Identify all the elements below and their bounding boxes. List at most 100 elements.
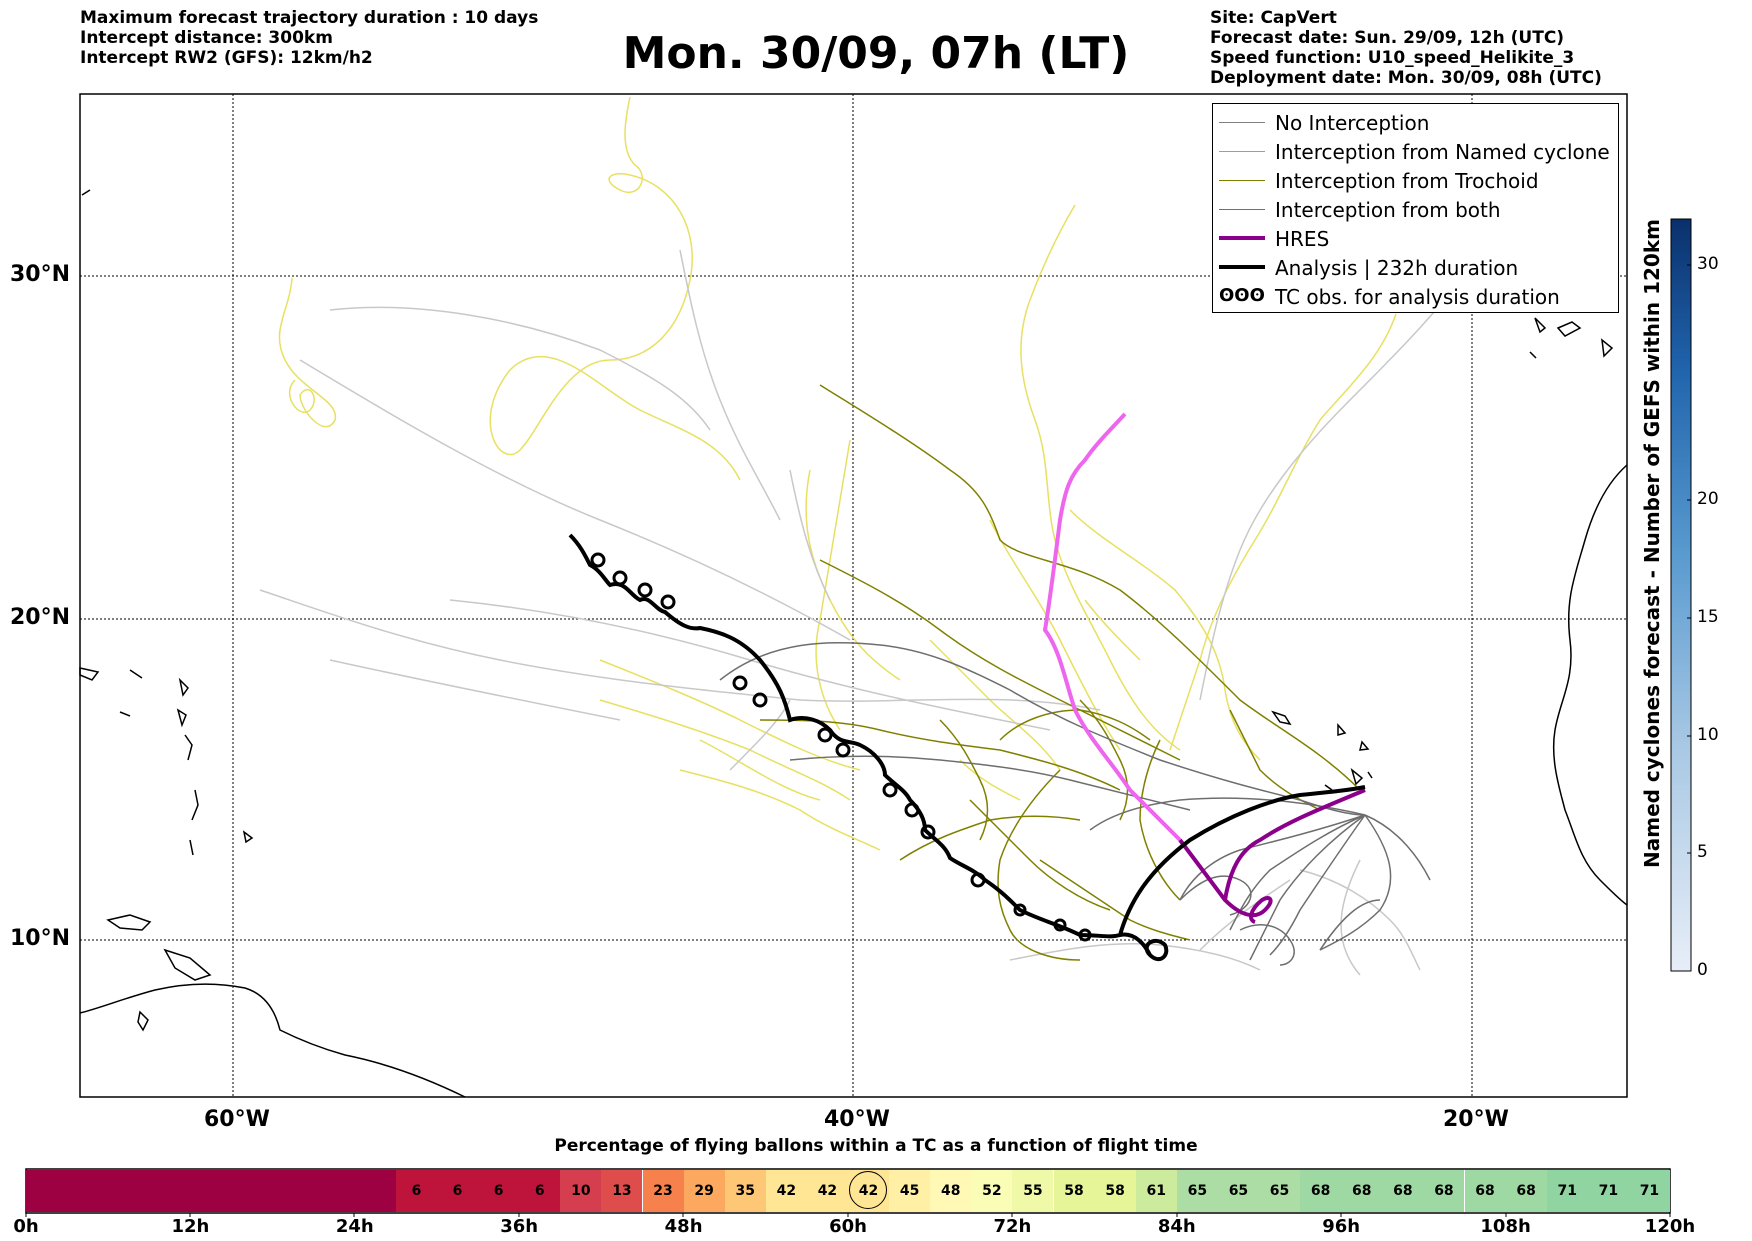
max-duration-text: Maximum forecast trajectory duration : 1… (80, 8, 539, 28)
legend-label: HRES (1275, 227, 1330, 251)
legend-label: TC obs. for analysis duration (1275, 285, 1560, 309)
time-bar-segment: 71 (1628, 1170, 1670, 1212)
time-bar-hour-label: 24h (335, 1216, 374, 1237)
caribbean-island (106, 914, 152, 931)
legend-label: Interception from both (1275, 198, 1501, 222)
legend-item-tc-obs: ʘʘʘ TC obs. for analysis duration (1213, 283, 1618, 311)
colorbar-title: Named cyclones forecast - Number of GEFS… (1640, 219, 1664, 868)
colorbar-tick-label: 0 (1697, 960, 1708, 980)
hres-track (1178, 788, 1366, 924)
time-bar-segment: 65 (1176, 1170, 1218, 1212)
time-bar-segment: 6 (519, 1170, 561, 1212)
time-bar-segment: 61 (1135, 1170, 1177, 1212)
time-bar-hour-label: 72h (993, 1216, 1032, 1237)
header-left: Maximum forecast trajectory duration : 1… (80, 8, 538, 68)
legend-item-no-interception: No Interception (1213, 109, 1618, 137)
time-bar-segment: 58 (1053, 1170, 1095, 1212)
tc-loop-icon: ʘʘʘ (1219, 285, 1265, 306)
island (242, 830, 254, 844)
legend-item-analysis: Analysis | 232h duration (1213, 254, 1618, 282)
colorbar (1670, 218, 1692, 972)
legend-item-named-cyclone: Interception from Named cyclone (1213, 138, 1618, 166)
south-america-coast (79, 983, 466, 1098)
island (79, 667, 143, 717)
time-bar-segment: 48 (930, 1170, 972, 1212)
legend-item-hres: HRES (1213, 225, 1618, 253)
intercept-rw2-text: Intercept RW2 (GFS): 12km/h2 (80, 48, 373, 68)
legend-swatch (1219, 236, 1265, 240)
time-bar-segment: 68 (1382, 1170, 1424, 1212)
time-bar-segment: 42 (806, 1170, 848, 1212)
highlight-circle (848, 1171, 887, 1209)
deployment-date-text: Deployment date: Mon. 30/09, 08h (UTC) (1210, 68, 1602, 88)
time-bar-title: Percentage of flying ballons within a TC… (554, 1136, 1198, 1156)
time-bar-segment: 58 (1094, 1170, 1136, 1212)
time-bar-empty-segment (26, 1170, 396, 1212)
colorbar-tick-label: 30 (1697, 254, 1719, 274)
colorbar-tick-label: 20 (1697, 489, 1719, 509)
lesser-antilles (184, 734, 199, 856)
time-bar-segment: 29 (683, 1170, 725, 1212)
time-bar-segment: 6 (478, 1170, 520, 1212)
time-bar-segment: 13 (601, 1170, 643, 1212)
lat-label: 10°N (10, 926, 71, 951)
legend-swatch (1219, 265, 1265, 269)
ensemble-gray-members (259, 249, 1481, 976)
ensemble-no-interception-members (719, 642, 1431, 966)
time-bar-segment: 52 (971, 1170, 1013, 1212)
time-bar-segment: 68 (1300, 1170, 1342, 1212)
legend-item-both: Interception from both (1213, 196, 1618, 224)
analysis-track (568, 533, 1366, 962)
time-bar-segment: 65 (1259, 1170, 1301, 1212)
time-bar-hour-label: 12h (171, 1216, 210, 1237)
legend-swatch (1219, 180, 1265, 181)
africa-coast (1552, 464, 1628, 906)
intercept-distance-text: Intercept distance: 300km (80, 28, 333, 48)
time-bar-segment: 68 (1423, 1170, 1465, 1212)
lesser-antilles (176, 677, 189, 728)
legend-label: Interception from Trochoid (1275, 169, 1539, 193)
map-legend: No Interception Interception from Named … (1212, 103, 1619, 313)
time-bar-segment: 68 (1341, 1170, 1383, 1212)
colorbar-tick-label: 5 (1697, 842, 1708, 862)
time-bar-segment: 42 (765, 1170, 807, 1212)
lat-label: 30°N (10, 262, 71, 287)
header-right: Site: CapVert Forecast date: Sun. 29/09,… (1210, 8, 1602, 88)
lon-label: 20°W (1443, 1107, 1509, 1132)
lon-label: 60°W (204, 1107, 270, 1132)
legend-swatch (1219, 209, 1265, 210)
time-bar-segment: 65 (1217, 1170, 1259, 1212)
time-bar-segment: 10 (560, 1170, 602, 1212)
time-bar-segment: 23 (642, 1170, 684, 1212)
caribbean-island (137, 1010, 149, 1032)
legend-label: No Interception (1275, 111, 1430, 135)
coastlines (79, 189, 1628, 1098)
legend-swatch (1219, 122, 1265, 123)
time-bar-segment: 45 (889, 1170, 931, 1212)
time-bar-segment: 68 (1505, 1170, 1547, 1212)
time-bar-segment: 55 (1012, 1170, 1054, 1212)
island (81, 189, 91, 196)
page-title: Mon. 30/09, 07h (LT) (622, 28, 1130, 79)
time-bar-segment: 71 (1587, 1170, 1629, 1212)
time-bar-hour-label: 36h (500, 1216, 539, 1237)
time-bar-segment: 6 (437, 1170, 479, 1212)
time-bar-hour-label: 108h (1480, 1216, 1531, 1237)
time-bar-segment: 68 (1464, 1170, 1506, 1212)
cape-verde-island (1271, 710, 1370, 751)
forecast-date-text: Forecast date: Sun. 29/09, 12h (UTC) (1210, 28, 1565, 48)
legend-label: Interception from Named cyclone (1275, 140, 1610, 164)
time-bar-hour-label: 120h (1644, 1216, 1696, 1237)
canary-islands (1529, 317, 1614, 359)
cape-verde-island (1324, 767, 1373, 791)
time-bar-hour-label: 60h (829, 1216, 867, 1237)
lon-label: 40°W (824, 1107, 890, 1132)
time-bar-ticks (25, 1213, 1671, 1217)
tc-observation-loops (590, 552, 1092, 942)
time-bar-hour-label: 84h (1157, 1216, 1196, 1237)
hres-forecast-track (1042, 412, 1182, 842)
colorbar-tick-label: 15 (1697, 607, 1719, 627)
legend-swatch (1219, 151, 1265, 152)
site-text: Site: CapVert (1210, 8, 1337, 28)
time-bar-hour-label: 48h (664, 1216, 703, 1237)
